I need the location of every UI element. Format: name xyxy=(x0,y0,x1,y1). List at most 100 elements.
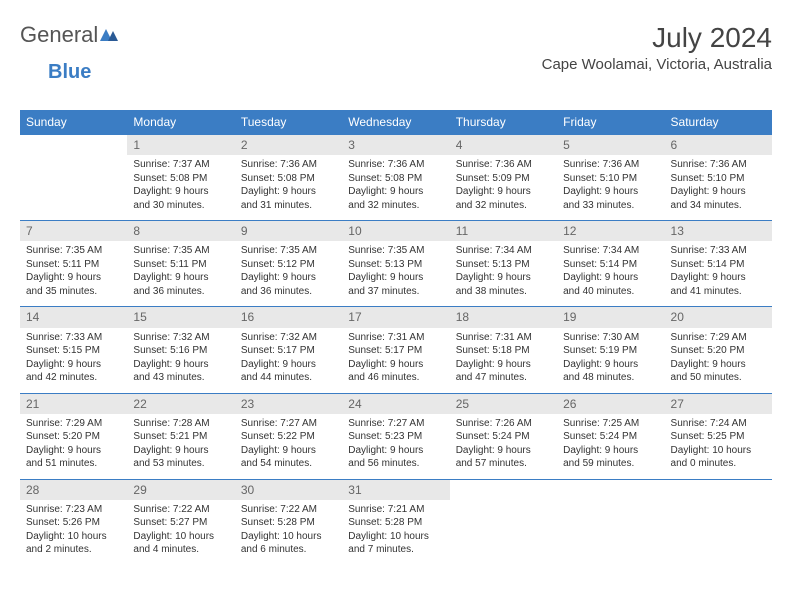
day-details: Sunrise: 7:32 AMSunset: 5:16 PMDaylight:… xyxy=(133,331,228,385)
detail-line: Sunset: 5:18 PM xyxy=(456,344,551,358)
day-details: Sunrise: 7:26 AMSunset: 5:24 PMDaylight:… xyxy=(456,417,551,471)
day-details: Sunrise: 7:36 AMSunset: 5:10 PMDaylight:… xyxy=(563,158,658,212)
detail-line: and 54 minutes. xyxy=(241,457,336,471)
detail-line: Daylight: 9 hours xyxy=(348,185,443,199)
day-number: 12 xyxy=(557,221,664,241)
calendar-cell xyxy=(450,479,557,565)
detail-line: Sunset: 5:24 PM xyxy=(456,430,551,444)
calendar-cell: 27Sunrise: 7:24 AMSunset: 5:25 PMDayligh… xyxy=(665,393,772,479)
detail-line: Sunset: 5:13 PM xyxy=(348,258,443,272)
calendar-cell: 19Sunrise: 7:30 AMSunset: 5:19 PMDayligh… xyxy=(557,307,664,393)
calendar-cell: 21Sunrise: 7:29 AMSunset: 5:20 PMDayligh… xyxy=(20,393,127,479)
day-header: Thursday xyxy=(450,110,557,135)
calendar-cell: 17Sunrise: 7:31 AMSunset: 5:17 PMDayligh… xyxy=(342,307,449,393)
detail-line: and 44 minutes. xyxy=(241,371,336,385)
detail-line: and 38 minutes. xyxy=(456,285,551,299)
day-header: Tuesday xyxy=(235,110,342,135)
day-number: 27 xyxy=(665,394,772,414)
detail-line: Sunset: 5:24 PM xyxy=(563,430,658,444)
detail-line: Sunrise: 7:28 AM xyxy=(133,417,228,431)
detail-line: and 41 minutes. xyxy=(671,285,766,299)
detail-line: Sunrise: 7:35 AM xyxy=(26,244,121,258)
detail-line: Sunset: 5:22 PM xyxy=(241,430,336,444)
detail-line: Daylight: 9 hours xyxy=(563,358,658,372)
detail-line: and 6 minutes. xyxy=(241,543,336,557)
detail-line: Sunrise: 7:24 AM xyxy=(671,417,766,431)
detail-line: and 0 minutes. xyxy=(671,457,766,471)
day-details: Sunrise: 7:35 AMSunset: 5:11 PMDaylight:… xyxy=(133,244,228,298)
detail-line: Sunset: 5:15 PM xyxy=(26,344,121,358)
day-number: 6 xyxy=(665,135,772,155)
calendar-week: 28Sunrise: 7:23 AMSunset: 5:26 PMDayligh… xyxy=(20,479,772,565)
detail-line: Sunset: 5:14 PM xyxy=(563,258,658,272)
detail-line: Daylight: 9 hours xyxy=(241,358,336,372)
day-number: 17 xyxy=(342,307,449,327)
detail-line: Daylight: 9 hours xyxy=(671,358,766,372)
calendar-week: 1Sunrise: 7:37 AMSunset: 5:08 PMDaylight… xyxy=(20,135,772,221)
day-number: 28 xyxy=(20,480,127,500)
day-details: Sunrise: 7:28 AMSunset: 5:21 PMDaylight:… xyxy=(133,417,228,471)
detail-line: Sunrise: 7:26 AM xyxy=(456,417,551,431)
detail-line: Sunrise: 7:27 AM xyxy=(348,417,443,431)
detail-line: Daylight: 10 hours xyxy=(133,530,228,544)
month-title: July 2024 xyxy=(542,22,772,54)
detail-line: Sunset: 5:16 PM xyxy=(133,344,228,358)
calendar-cell xyxy=(557,479,664,565)
detail-line: Daylight: 9 hours xyxy=(456,185,551,199)
day-details: Sunrise: 7:35 AMSunset: 5:12 PMDaylight:… xyxy=(241,244,336,298)
detail-line: Daylight: 9 hours xyxy=(26,271,121,285)
detail-line: Sunset: 5:12 PM xyxy=(241,258,336,272)
day-header-row: Sunday Monday Tuesday Wednesday Thursday… xyxy=(20,110,772,135)
detail-line: Daylight: 9 hours xyxy=(133,271,228,285)
detail-line: Sunrise: 7:22 AM xyxy=(133,503,228,517)
detail-line: Daylight: 9 hours xyxy=(241,444,336,458)
detail-line: Sunrise: 7:32 AM xyxy=(133,331,228,345)
day-number: 26 xyxy=(557,394,664,414)
day-details: Sunrise: 7:36 AMSunset: 5:08 PMDaylight:… xyxy=(241,158,336,212)
day-details: Sunrise: 7:36 AMSunset: 5:10 PMDaylight:… xyxy=(671,158,766,212)
detail-line: and 32 minutes. xyxy=(456,199,551,213)
day-details: Sunrise: 7:33 AMSunset: 5:15 PMDaylight:… xyxy=(26,331,121,385)
detail-line: Sunset: 5:28 PM xyxy=(241,516,336,530)
detail-line: Sunset: 5:09 PM xyxy=(456,172,551,186)
detail-line: Daylight: 9 hours xyxy=(133,358,228,372)
calendar-cell: 13Sunrise: 7:33 AMSunset: 5:14 PMDayligh… xyxy=(665,221,772,307)
detail-line: Sunset: 5:10 PM xyxy=(671,172,766,186)
logo-text-2-wrap: Blue xyxy=(48,61,792,84)
detail-line: Sunrise: 7:34 AM xyxy=(456,244,551,258)
day-number: 21 xyxy=(20,394,127,414)
calendar-cell: 9Sunrise: 7:35 AMSunset: 5:12 PMDaylight… xyxy=(235,221,342,307)
logo-text-1: General xyxy=(20,22,98,48)
calendar-cell: 2Sunrise: 7:36 AMSunset: 5:08 PMDaylight… xyxy=(235,135,342,221)
detail-line: Sunrise: 7:23 AM xyxy=(26,503,121,517)
detail-line: Sunset: 5:19 PM xyxy=(563,344,658,358)
calendar-cell: 22Sunrise: 7:28 AMSunset: 5:21 PMDayligh… xyxy=(127,393,234,479)
detail-line: Daylight: 9 hours xyxy=(348,271,443,285)
detail-line: Sunset: 5:11 PM xyxy=(133,258,228,272)
detail-line: Daylight: 10 hours xyxy=(241,530,336,544)
calendar-cell xyxy=(665,479,772,565)
day-number: 29 xyxy=(127,480,234,500)
detail-line: Sunrise: 7:29 AM xyxy=(671,331,766,345)
day-number: 4 xyxy=(450,135,557,155)
day-details: Sunrise: 7:37 AMSunset: 5:08 PMDaylight:… xyxy=(133,158,228,212)
detail-line: Sunset: 5:17 PM xyxy=(348,344,443,358)
detail-line: Sunrise: 7:35 AM xyxy=(241,244,336,258)
calendar-cell: 12Sunrise: 7:34 AMSunset: 5:14 PMDayligh… xyxy=(557,221,664,307)
detail-line: Sunset: 5:14 PM xyxy=(671,258,766,272)
detail-line: Sunrise: 7:36 AM xyxy=(671,158,766,172)
day-number: 24 xyxy=(342,394,449,414)
detail-line: Sunrise: 7:31 AM xyxy=(348,331,443,345)
day-number: 30 xyxy=(235,480,342,500)
logo-flag-icon xyxy=(100,27,120,43)
detail-line: Daylight: 9 hours xyxy=(26,358,121,372)
day-details: Sunrise: 7:22 AMSunset: 5:28 PMDaylight:… xyxy=(241,503,336,557)
detail-line: Daylight: 9 hours xyxy=(456,444,551,458)
calendar-cell: 28Sunrise: 7:23 AMSunset: 5:26 PMDayligh… xyxy=(20,479,127,565)
day-number: 8 xyxy=(127,221,234,241)
detail-line: Sunset: 5:08 PM xyxy=(241,172,336,186)
day-details: Sunrise: 7:35 AMSunset: 5:11 PMDaylight:… xyxy=(26,244,121,298)
calendar-table: Sunday Monday Tuesday Wednesday Thursday… xyxy=(20,110,772,565)
detail-line: Sunrise: 7:27 AM xyxy=(241,417,336,431)
detail-line: Sunset: 5:17 PM xyxy=(241,344,336,358)
